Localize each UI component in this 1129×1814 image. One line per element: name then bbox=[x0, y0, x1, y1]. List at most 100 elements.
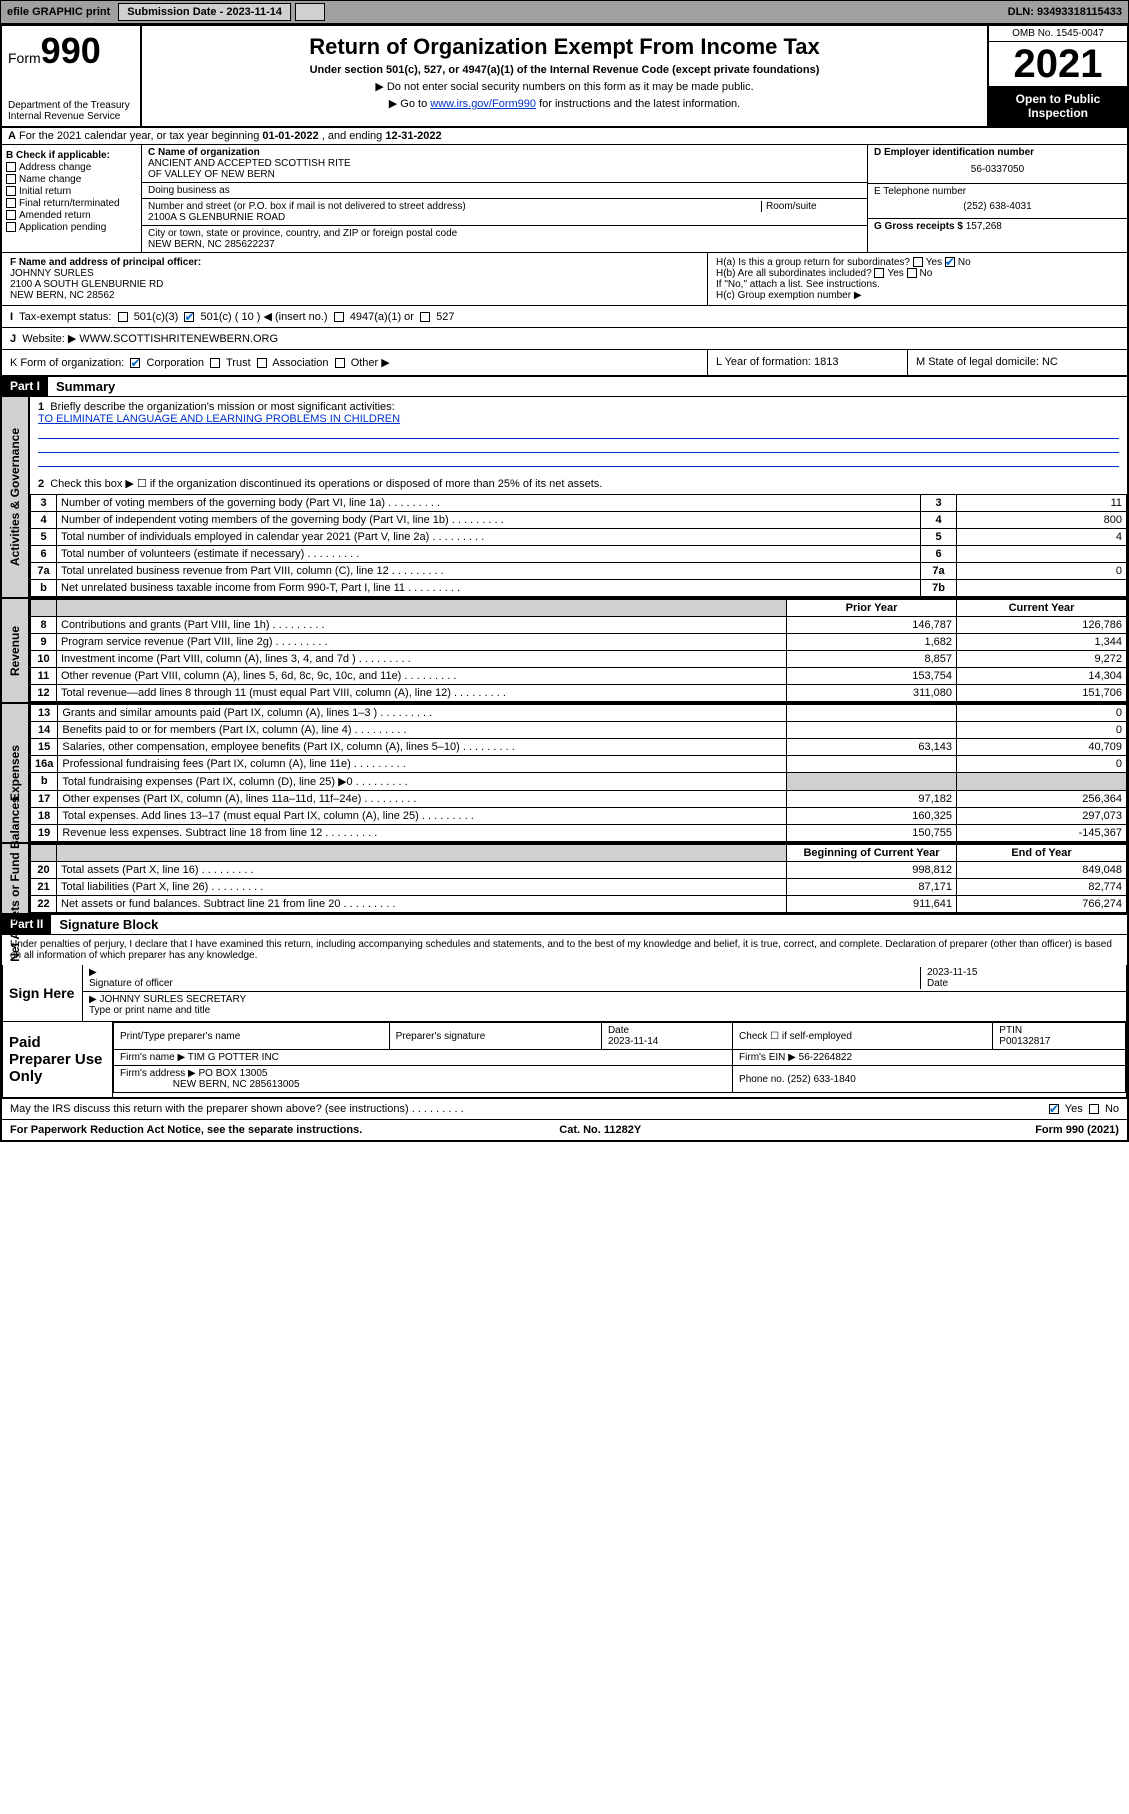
row-fh: F Name and address of principal officer:… bbox=[2, 253, 1127, 306]
dept-line2: Internal Revenue Service bbox=[8, 111, 134, 122]
firm-ein-lbl: Firm's EIN ▶ bbox=[739, 1052, 796, 1063]
hb-no[interactable] bbox=[907, 268, 917, 278]
ha-yes[interactable] bbox=[913, 257, 923, 267]
rowA-mid: , and ending bbox=[319, 130, 386, 142]
ein-value: 56-0337050 bbox=[874, 158, 1121, 181]
chk-pending[interactable]: Application pending bbox=[6, 222, 137, 233]
hb-yes[interactable] bbox=[874, 268, 884, 278]
table-row: 11Other revenue (Part VIII, column (A), … bbox=[31, 668, 1127, 685]
table-row: 21Total liabilities (Part X, line 26)87,… bbox=[31, 879, 1127, 896]
paid-label: Paid Preparer Use Only bbox=[3, 1022, 113, 1097]
ha-text: H(a) Is this a group return for subordin… bbox=[716, 257, 910, 268]
hc-text: H(c) Group exemption number ▶ bbox=[716, 290, 1119, 301]
submission-date-value: 2023-11-14 bbox=[226, 6, 282, 18]
irs-link[interactable]: www.irs.gov/Form990 bbox=[430, 98, 536, 110]
street-block: Number and street (or P.O. box if mail i… bbox=[142, 199, 867, 226]
ha-no-lbl: No bbox=[958, 257, 971, 268]
firm-name-lbl: Firm's name ▶ bbox=[120, 1052, 185, 1063]
paid-row1: Print/Type preparer's name Preparer's si… bbox=[114, 1023, 1126, 1050]
revenue-table: Prior YearCurrent Year8Contributions and… bbox=[30, 599, 1127, 702]
chk-501c[interactable] bbox=[184, 312, 194, 322]
chk-corp[interactable] bbox=[130, 358, 140, 368]
part1-title: Summary bbox=[48, 377, 123, 396]
note-goto: ▶ Go to www.irs.gov/Form990 for instruct… bbox=[152, 97, 977, 110]
table-row: 22Net assets or fund balances. Subtract … bbox=[31, 896, 1127, 913]
footer-right: Form 990 (2021) bbox=[1035, 1124, 1119, 1136]
form-header: Form990 Department of the Treasury Inter… bbox=[2, 26, 1127, 128]
lbl-527: 527 bbox=[436, 311, 454, 323]
sig-officer-label: Signature of officer bbox=[89, 978, 173, 989]
table-row: 6Total number of volunteers (estimate if… bbox=[31, 546, 1127, 563]
principal-officer: F Name and address of principal officer:… bbox=[2, 253, 707, 305]
chk-assoc[interactable] bbox=[257, 358, 267, 368]
omb-number: OMB No. 1545-0047 bbox=[989, 26, 1127, 42]
street-value: 2100A S GLENBURNIE ROAD bbox=[148, 212, 285, 223]
footer-mid: Cat. No. 11282Y bbox=[559, 1124, 641, 1136]
firm-ein-val: 56-2264822 bbox=[799, 1052, 852, 1063]
chk-other[interactable] bbox=[335, 358, 345, 368]
ha-no[interactable] bbox=[945, 257, 955, 267]
chk-4947[interactable] bbox=[334, 312, 344, 322]
org-name-2: OF VALLEY OF NEW BERN bbox=[148, 169, 275, 180]
rowA-begin: 01-01-2022 bbox=[262, 130, 318, 142]
lbl-501c: 501(c) ( 10 ) ◀ (insert no.) bbox=[201, 311, 328, 323]
chk-final-label: Final return/terminated bbox=[19, 198, 120, 209]
rowA-text: For the 2021 calendar year, or tax year … bbox=[19, 130, 262, 142]
row-a-tax-year: A For the 2021 calendar year, or tax yea… bbox=[2, 128, 1127, 145]
mission-text: TO ELIMINATE LANGUAGE AND LEARNING PROBL… bbox=[38, 413, 400, 425]
lbl-corp: Corporation bbox=[147, 357, 204, 369]
table-row: 3Number of voting members of the governi… bbox=[31, 495, 1127, 512]
part1-badge: Part I bbox=[2, 377, 48, 396]
part2-header-row: Part II Signature Block bbox=[2, 915, 1127, 935]
paid-row3: Firm's address ▶ PO BOX 13005 NEW BERN, … bbox=[114, 1066, 1126, 1093]
form-subtitle: Under section 501(c), 527, or 4947(a)(1)… bbox=[152, 64, 977, 76]
sig-typename-label: Type or print name and title bbox=[89, 1005, 210, 1016]
note1-text: Do not enter social security numbers on … bbox=[387, 81, 754, 93]
chk-initial-label: Initial return bbox=[19, 186, 71, 197]
sig-date-cell: 2023-11-15Date bbox=[920, 967, 1120, 989]
sig-name-line: ▶ JOHNNY SURLES SECRETARYType or print n… bbox=[83, 992, 1126, 1018]
officer-name: JOHNNY SURLES bbox=[10, 268, 699, 279]
chk-amended[interactable]: Amended return bbox=[6, 210, 137, 221]
note-ssn: ▶ Do not enter social security numbers o… bbox=[152, 80, 977, 93]
chk-trust[interactable] bbox=[210, 358, 220, 368]
vlabel-exp-text: Expenses bbox=[8, 745, 22, 801]
org-name-label: C Name of organization bbox=[148, 147, 260, 158]
sig-officer-cell: ▶Signature of officer bbox=[89, 967, 920, 989]
may-irs-row: May the IRS discuss this return with the… bbox=[2, 1098, 1127, 1119]
part2-title: Signature Block bbox=[51, 915, 166, 934]
submission-date-button[interactable]: Submission Date - 2023-11-14 bbox=[118, 3, 291, 21]
may-irs-no[interactable] bbox=[1089, 1104, 1099, 1114]
paid-preparer-block: Paid Preparer Use Only Print/Type prepar… bbox=[2, 1022, 1127, 1098]
chk-final[interactable]: Final return/terminated bbox=[6, 198, 137, 209]
table-row: 10Investment income (Part VIII, column (… bbox=[31, 651, 1127, 668]
ein-block: D Employer identification number 56-0337… bbox=[868, 145, 1127, 184]
hb-text: H(b) Are all subordinates included? bbox=[716, 268, 872, 279]
row-i-status: I Tax-exempt status: 501(c)(3) 501(c) ( … bbox=[2, 306, 1127, 328]
firm-phone-cell: Phone no. (252) 633-1840 bbox=[733, 1066, 1126, 1093]
hb-no-lbl: No bbox=[920, 268, 933, 279]
may-irs-answers: Yes No bbox=[1049, 1103, 1119, 1115]
sign-here-label: Sign Here bbox=[3, 965, 83, 1021]
l1-text: Briefly describe the organization's miss… bbox=[50, 401, 394, 413]
city-block: City or town, state or province, country… bbox=[142, 226, 867, 252]
chk-initial[interactable]: Initial return bbox=[6, 186, 137, 197]
blank-button[interactable] bbox=[295, 3, 325, 21]
section-bcd: B Check if applicable: Address change Na… bbox=[2, 145, 1127, 253]
m-state-domicile: M State of legal domicile: NC bbox=[907, 350, 1127, 375]
may-irs-yes[interactable] bbox=[1049, 1104, 1059, 1114]
chk-501c3[interactable] bbox=[118, 312, 128, 322]
note2b: for instructions and the latest informat… bbox=[536, 98, 740, 110]
chk-address[interactable]: Address change bbox=[6, 162, 137, 173]
table-row: 9Program service revenue (Part VIII, lin… bbox=[31, 634, 1127, 651]
form-title: Return of Organization Exempt From Incom… bbox=[152, 34, 977, 60]
sign-here-block: Sign Here ▶Signature of officer 2023-11-… bbox=[2, 965, 1127, 1022]
table-row: bTotal fundraising expenses (Part IX, co… bbox=[31, 773, 1127, 791]
chk-527[interactable] bbox=[420, 312, 430, 322]
form-number: Form990 bbox=[8, 30, 134, 72]
firm-addr1: PO BOX 13005 bbox=[199, 1068, 268, 1079]
officer-label: F Name and address of principal officer: bbox=[10, 257, 699, 268]
rowL-value: 1813 bbox=[814, 356, 838, 368]
rowL-label: L Year of formation: bbox=[716, 356, 814, 368]
chk-name[interactable]: Name change bbox=[6, 174, 137, 185]
